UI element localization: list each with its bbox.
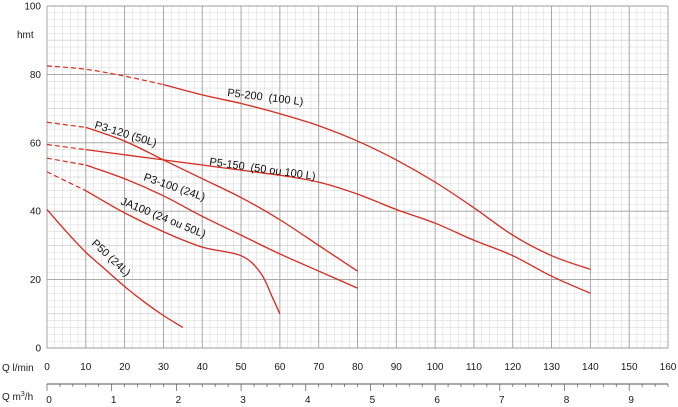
x2-tick-label: 7 — [499, 395, 505, 406]
x-tick-label: 120 — [504, 362, 521, 373]
x-tick-label: 80 — [352, 362, 364, 373]
x2-tick-label: 3 — [240, 395, 246, 406]
x2-axis-ticks: 0 1 2 3 4 5 6 7 8 9 — [46, 395, 634, 406]
curve-p3-100-24l — [85, 164, 358, 289]
x-tick-label: 20 — [119, 362, 131, 373]
curve-p5-200-100-l — [163, 84, 591, 270]
y-tick-label: 100 — [24, 2, 41, 13]
x2-tick-label: 2 — [176, 395, 182, 406]
x-tick-label: 110 — [466, 362, 482, 373]
curve-p3-120-50l-dashed — [46, 121, 86, 129]
x2-tick-label: 0 — [46, 395, 52, 406]
x-tick-label: 30 — [158, 362, 170, 373]
y-axis-ticks: 0 20 40 60 80 100 — [24, 2, 41, 355]
x2-tick-label: 1 — [111, 395, 117, 406]
curve-ja100-24-ou-50l-dashed — [46, 171, 87, 192]
y-tick-label: 20 — [30, 275, 42, 286]
x-tick-label: 150 — [621, 362, 638, 373]
x-tick-label: 40 — [197, 362, 209, 373]
x-tick-label: 90 — [391, 362, 403, 373]
curve-ja100-24-ou-50l — [85, 190, 281, 315]
curve-p5-200-100-l-dashed — [46, 65, 164, 86]
x2-tick-label: 5 — [370, 395, 376, 406]
x2-tick-label: 9 — [628, 395, 634, 406]
curves — [46, 65, 591, 329]
major-grid — [46, 5, 669, 349]
x-tick-label: 10 — [80, 362, 92, 373]
curve-p50-24l — [46, 209, 184, 329]
x-tick-label: 100 — [427, 362, 444, 373]
x-tick-label: 70 — [313, 362, 325, 373]
x-axis-ticks: 0 10 20 30 40 50 60 70 80 90 100 110 120 130 140 150 160 — [44, 362, 677, 373]
curve-p5-150-50-ou-100-l — [85, 148, 591, 294]
x-tick-label: 130 — [543, 362, 560, 373]
x-tick-label: 160 — [660, 362, 677, 373]
x-axis-title: Q l/min — [2, 363, 34, 374]
x-tick-label: 140 — [582, 362, 599, 373]
x2-tick-label: 4 — [305, 395, 311, 406]
secondary-x-axis — [46, 383, 669, 391]
x-tick-label: 0 — [44, 362, 50, 373]
y-tick-label: 80 — [30, 70, 42, 81]
curve-p5-150-50-ou-100-l-dashed — [46, 143, 86, 151]
y-tick-label: 40 — [30, 207, 42, 218]
x2-axis-title: Q m3/h — [2, 391, 33, 403]
x-tick-label: 50 — [236, 362, 248, 373]
curve-p3-100-24l-dashed — [46, 157, 86, 166]
y-tick-label: 0 — [35, 344, 41, 355]
curve-p3-120-50l — [85, 126, 358, 272]
y-tick-label: 60 — [30, 138, 42, 149]
x-tick-label: 60 — [274, 362, 286, 373]
y-axis-title: hmt — [17, 30, 34, 41]
x2-tick-label: 6 — [434, 395, 440, 406]
x2-tick-label: 8 — [564, 395, 570, 406]
